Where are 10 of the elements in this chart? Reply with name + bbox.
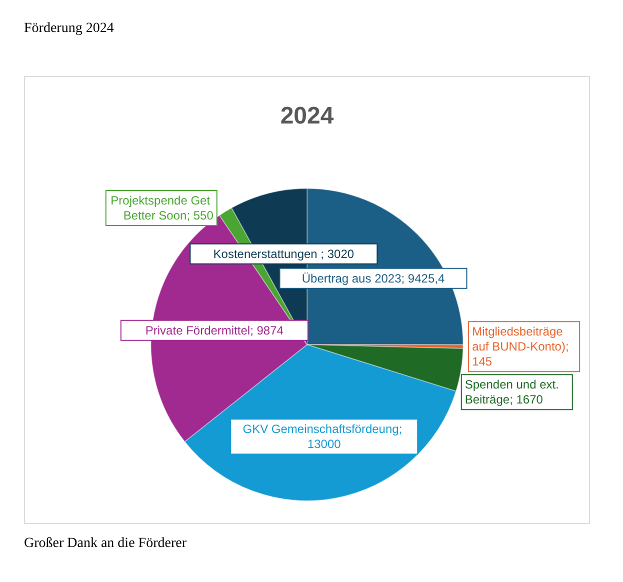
chart-subtitle: 2024 [280, 102, 334, 130]
text: Großer Dank an die Förderer [24, 536, 186, 552]
data-label: Mitgliedsbeiträge auf BUND-Konto); 145 [472, 324, 572, 369]
data-label: Projektspende Get Better Soon; 550 [110, 194, 214, 223]
data-label: Kostenerstattungen ; 3020 [213, 246, 354, 261]
data-label: Private Fördermittel; 9874 [145, 323, 284, 338]
data-label: GKV Gemeinschaftsfördeung; 13000 [242, 422, 406, 452]
chart-title: Förderung 2024 [24, 21, 114, 37]
data-label: Übertrag aus 2023; 9425,4 [302, 271, 445, 286]
data-label: Spenden und ext. Beiträge; 1670 [464, 378, 562, 407]
